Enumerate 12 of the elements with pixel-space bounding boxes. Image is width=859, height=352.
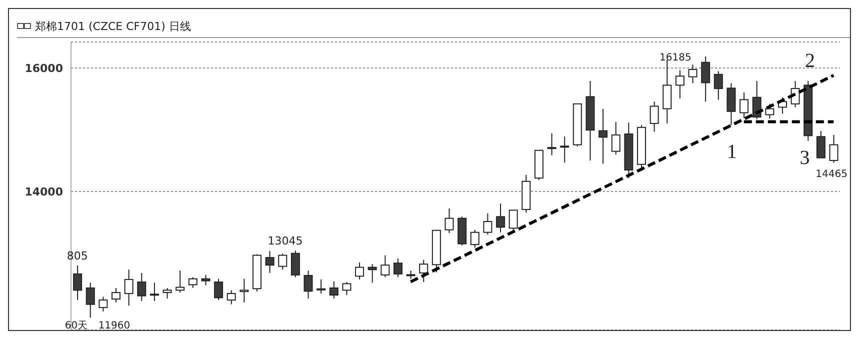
annotation: 805	[66, 249, 88, 262]
annotation: 11960	[98, 320, 130, 332]
annotation: 13045	[268, 234, 303, 248]
y-tick-label: 16000	[24, 62, 64, 75]
annotation: 1	[726, 140, 737, 163]
annotation: 2	[804, 50, 815, 72]
annotation: 16185	[660, 52, 692, 64]
chart-title: 郑棉1701 (CZCE CF701) 日线	[35, 18, 191, 34]
annotation: 3	[800, 146, 810, 169]
annotation: 14465	[816, 168, 848, 180]
y-tick-label: 14000	[24, 185, 64, 198]
annotation: 60天	[64, 320, 88, 332]
